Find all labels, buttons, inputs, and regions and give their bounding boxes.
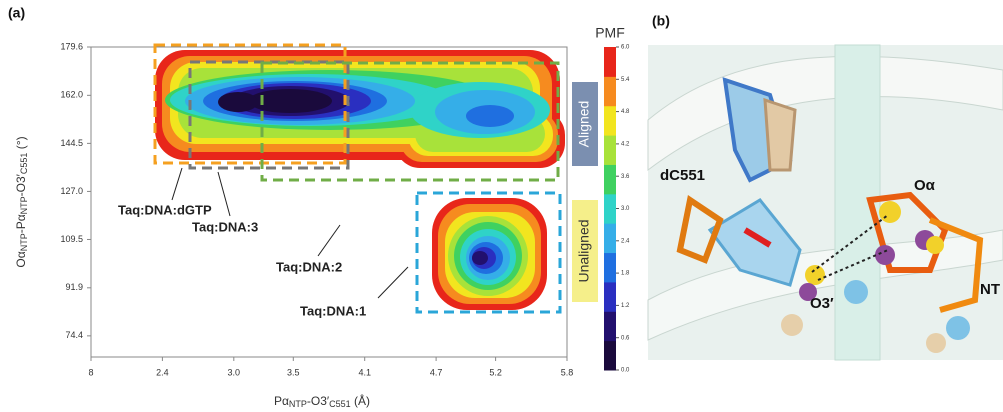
colorbar-swatch bbox=[604, 253, 616, 283]
contour-level bbox=[466, 105, 514, 127]
x-tick-label: 2.4 bbox=[156, 367, 169, 377]
colorbar-swatch bbox=[604, 106, 616, 136]
label-part: -O3′ bbox=[307, 394, 330, 408]
colorbar-tick-label: 1.8 bbox=[621, 271, 630, 277]
annotation: Taq:DNA:3 bbox=[192, 219, 258, 234]
molecule-render bbox=[648, 45, 1003, 360]
x-tick-label: 3.0 bbox=[228, 367, 241, 377]
x-tick-label: 5.8 bbox=[561, 367, 574, 377]
label-part: -O3′ bbox=[14, 173, 28, 196]
colorbar-swatch bbox=[604, 194, 616, 224]
annotation: Taq:DNA:1 bbox=[300, 303, 366, 318]
colorbar-tick-label: 2.4 bbox=[621, 238, 630, 244]
colorbar-tick-label: 5.4 bbox=[621, 77, 630, 83]
annotations: Taq:DNA:dGTP Taq:DNA:3 Taq:DNA:2 Taq:DNA… bbox=[118, 202, 366, 318]
colorbar-swatch bbox=[604, 341, 616, 371]
colorbar-tick-label: 0.0 bbox=[621, 368, 630, 374]
y-tick-label: 91.9 bbox=[65, 282, 83, 292]
colorbar-tick-label: 1.2 bbox=[621, 303, 630, 309]
x-tick-label: 4.1 bbox=[358, 367, 371, 377]
x-tick-label: 4.7 bbox=[430, 367, 443, 377]
annotation: Taq:DNA:dGTP bbox=[118, 202, 212, 217]
colorbar-swatch bbox=[604, 47, 616, 77]
contour-level bbox=[218, 92, 258, 112]
label-part: C551 bbox=[329, 399, 351, 409]
y-tick-label: 179.6 bbox=[60, 41, 83, 51]
x-axis-label: PαNTP-O3′C551 (Å) bbox=[274, 393, 370, 409]
x-tick-label: 8 bbox=[88, 367, 93, 377]
region-label: Aligned bbox=[576, 101, 592, 148]
y-tick-label: 74.4 bbox=[65, 330, 83, 340]
label-part: (Å) bbox=[351, 393, 370, 408]
colorbar-tick-label: 0.6 bbox=[621, 335, 630, 341]
colorbar-title: PMF bbox=[595, 25, 625, 41]
panel-label: (b) bbox=[652, 13, 670, 29]
label-part: -Pα bbox=[14, 214, 28, 233]
atom-label: dC551 bbox=[660, 167, 705, 184]
y-axis-label: OαNTP-PαNTP-O3′C551 (°) bbox=[14, 136, 29, 267]
label-part: Pα bbox=[274, 394, 289, 408]
atom-label: O3′ bbox=[810, 295, 834, 312]
annotation: Taq:DNA:2 bbox=[276, 259, 342, 274]
label-part: Oα bbox=[14, 251, 28, 267]
colorbar-tick-label: 4.2 bbox=[621, 141, 630, 147]
colorbar-swatch bbox=[604, 282, 616, 312]
x-tick-label: 3.5 bbox=[287, 367, 300, 377]
contour-level bbox=[472, 251, 488, 265]
label-part: (°) bbox=[14, 136, 28, 152]
y-tick-label: 127.0 bbox=[60, 186, 83, 196]
page: {"chart_data":{"type":"contour","panel_l… bbox=[0, 0, 1003, 412]
figure: (a) Aligned Unaligned Taq:DNA:dGTP Taq:D… bbox=[0, 0, 1003, 412]
atom-label: NT bbox=[980, 281, 1000, 298]
y-tick-label: 144.5 bbox=[60, 138, 83, 148]
colorbar-swatch bbox=[604, 135, 616, 165]
label-part: NTP bbox=[19, 233, 29, 251]
colorbar-tick-label: 3.0 bbox=[621, 206, 630, 212]
colorbar-swatch bbox=[604, 164, 616, 194]
region-label: Unaligned bbox=[576, 219, 592, 282]
colorbar-tick-label: 3.6 bbox=[621, 174, 630, 180]
label-part: NTP bbox=[19, 196, 29, 214]
colorbar-swatch bbox=[604, 76, 616, 106]
y-tick-label: 162.0 bbox=[60, 90, 83, 100]
colorbar-swatch bbox=[604, 311, 616, 341]
atom-label: Oα bbox=[914, 177, 936, 194]
colorbar-swatch bbox=[604, 223, 616, 253]
x-tick-label: 5.2 bbox=[489, 367, 502, 377]
colorbar-tick-label: 4.8 bbox=[621, 109, 630, 115]
colorbar-tick-label: 6.0 bbox=[621, 45, 630, 51]
panel-label: (a) bbox=[8, 5, 25, 21]
label-part: NTP bbox=[289, 399, 307, 409]
y-tick-label: 109.5 bbox=[60, 234, 83, 244]
label-part: C551 bbox=[19, 153, 29, 175]
